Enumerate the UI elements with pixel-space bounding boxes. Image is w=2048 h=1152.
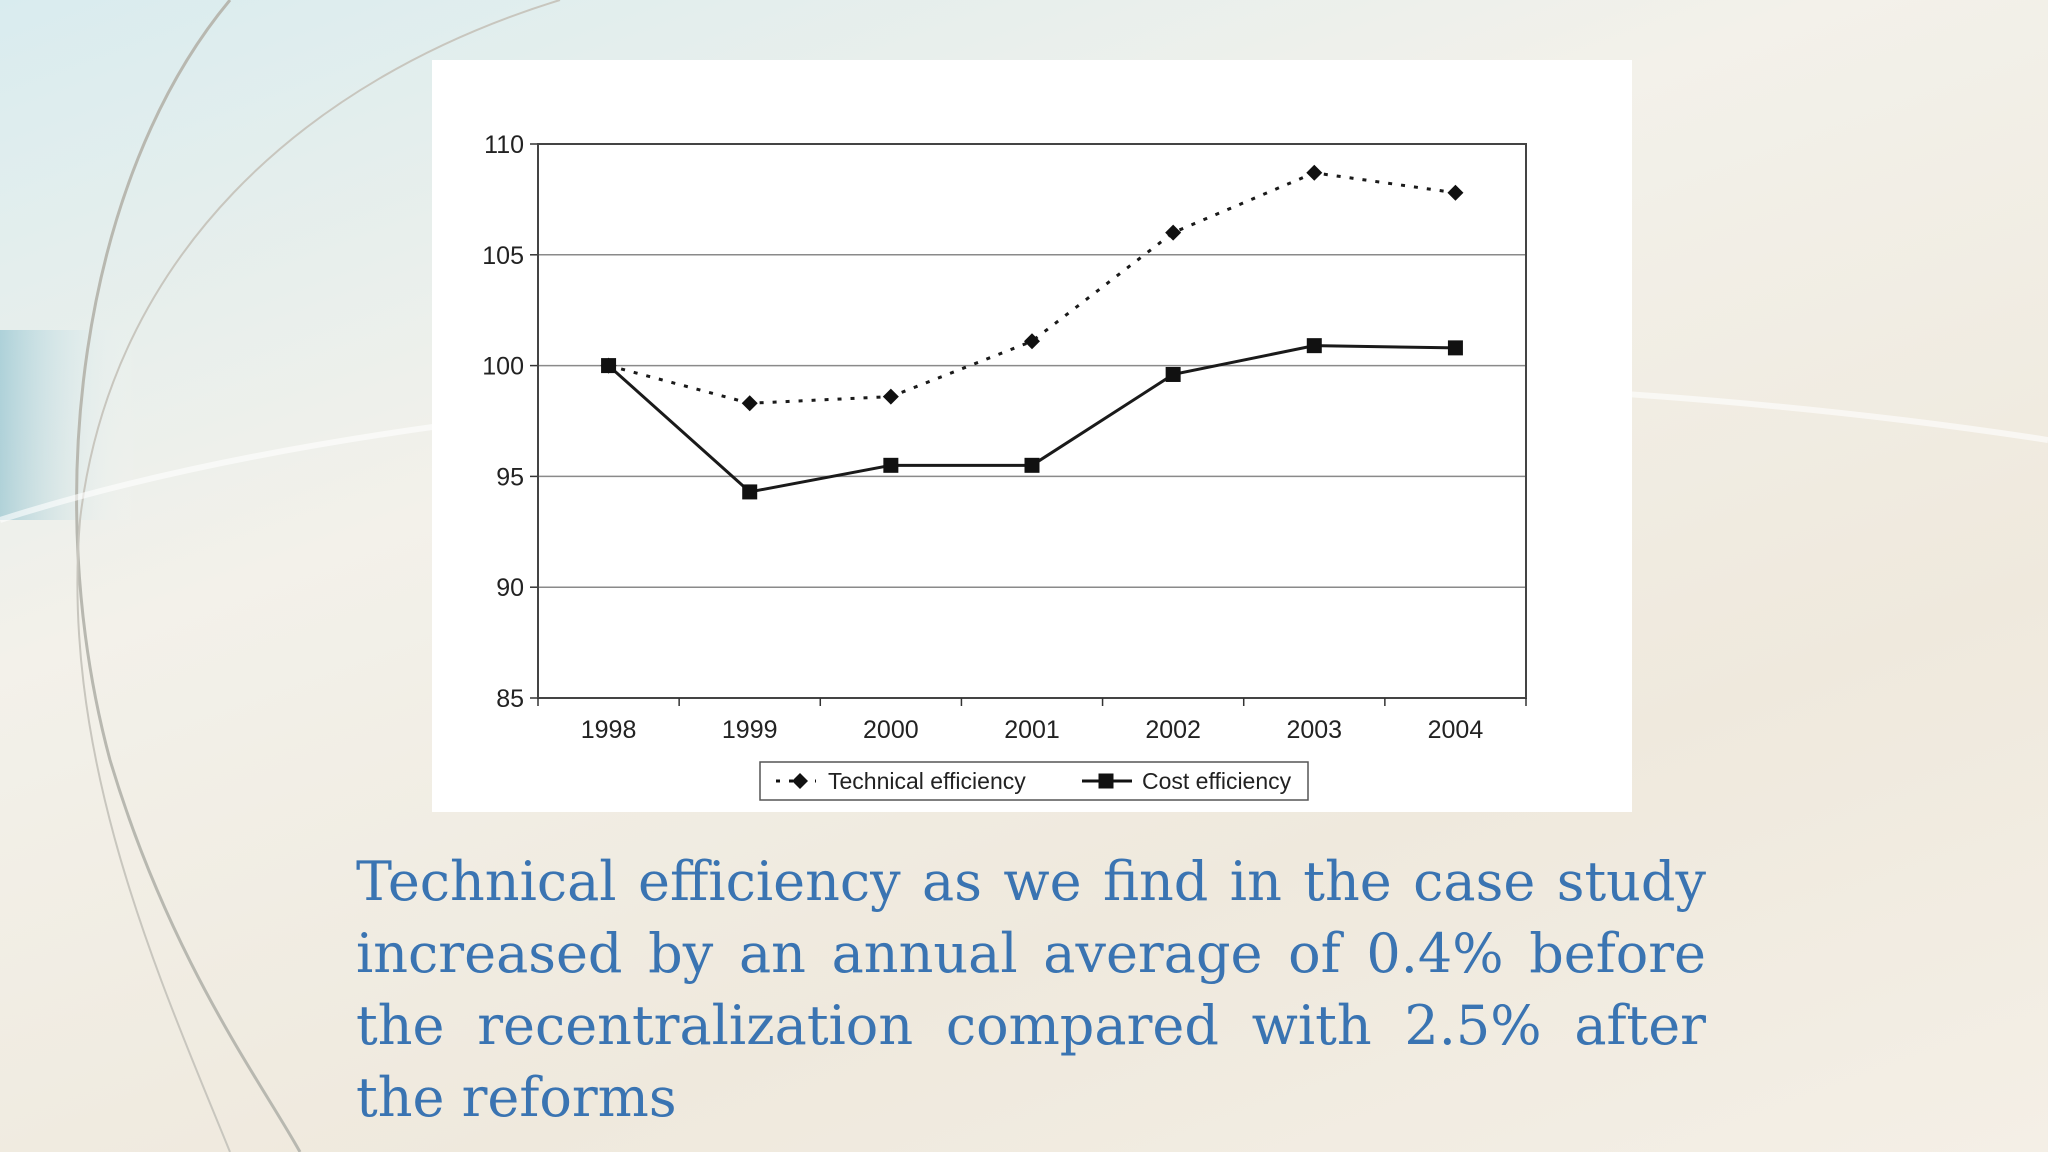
chart-panel: 85 90 95 100 105 110 1998 1999 2000 2001 2002 2003 2… bbox=[432, 60, 1632, 812]
plot-frame bbox=[537, 143, 1527, 699]
diamond-marker bbox=[1447, 184, 1464, 201]
y-tick-label: 110 bbox=[484, 131, 524, 159]
series-line-technical-efficiency bbox=[608, 171, 1456, 405]
diamond-marker bbox=[882, 388, 899, 405]
y-tick-label: 100 bbox=[482, 353, 524, 381]
y-tick-label: 95 bbox=[496, 463, 524, 491]
y-tick-label: 105 bbox=[482, 242, 524, 270]
legend-label-cost-efficiency: Cost efficiency bbox=[1142, 768, 1292, 794]
square-marker bbox=[1447, 340, 1463, 356]
legend-box bbox=[759, 761, 1309, 801]
square-marker bbox=[883, 457, 899, 473]
y-tick-label: 85 bbox=[496, 685, 524, 713]
efficiency-line-chart: 85 90 95 100 105 110 1998 1999 2000 2001 2002 2003 2… bbox=[482, 131, 1527, 801]
x-tick-label: 2004 bbox=[1428, 716, 1484, 744]
diamond-marker bbox=[1024, 333, 1040, 350]
x-tick-label: 2003 bbox=[1286, 716, 1342, 744]
square-marker bbox=[742, 484, 758, 500]
square-marker bbox=[1165, 366, 1181, 382]
diamond-marker bbox=[1165, 224, 1182, 241]
x-tick-label: 1998 bbox=[581, 716, 637, 744]
x-tick-label: 2002 bbox=[1145, 716, 1201, 744]
diamond-marker bbox=[741, 395, 758, 412]
legend-label-technical-efficiency: Technical efficiency bbox=[828, 768, 1026, 794]
x-tick-label: 1999 bbox=[722, 716, 778, 744]
diamond-marker bbox=[1306, 164, 1323, 181]
legend-square-marker bbox=[1098, 773, 1114, 789]
slide-caption: Technical efficiency as we find in the c… bbox=[356, 850, 1706, 1129]
square-marker bbox=[601, 358, 617, 374]
x-tick-label: 2001 bbox=[1004, 716, 1060, 744]
square-marker bbox=[1024, 457, 1040, 473]
y-tick-label: 90 bbox=[496, 574, 524, 602]
legend-diamond-marker bbox=[792, 773, 808, 789]
x-tick-label: 2000 bbox=[863, 716, 919, 744]
square-marker bbox=[1306, 338, 1322, 354]
